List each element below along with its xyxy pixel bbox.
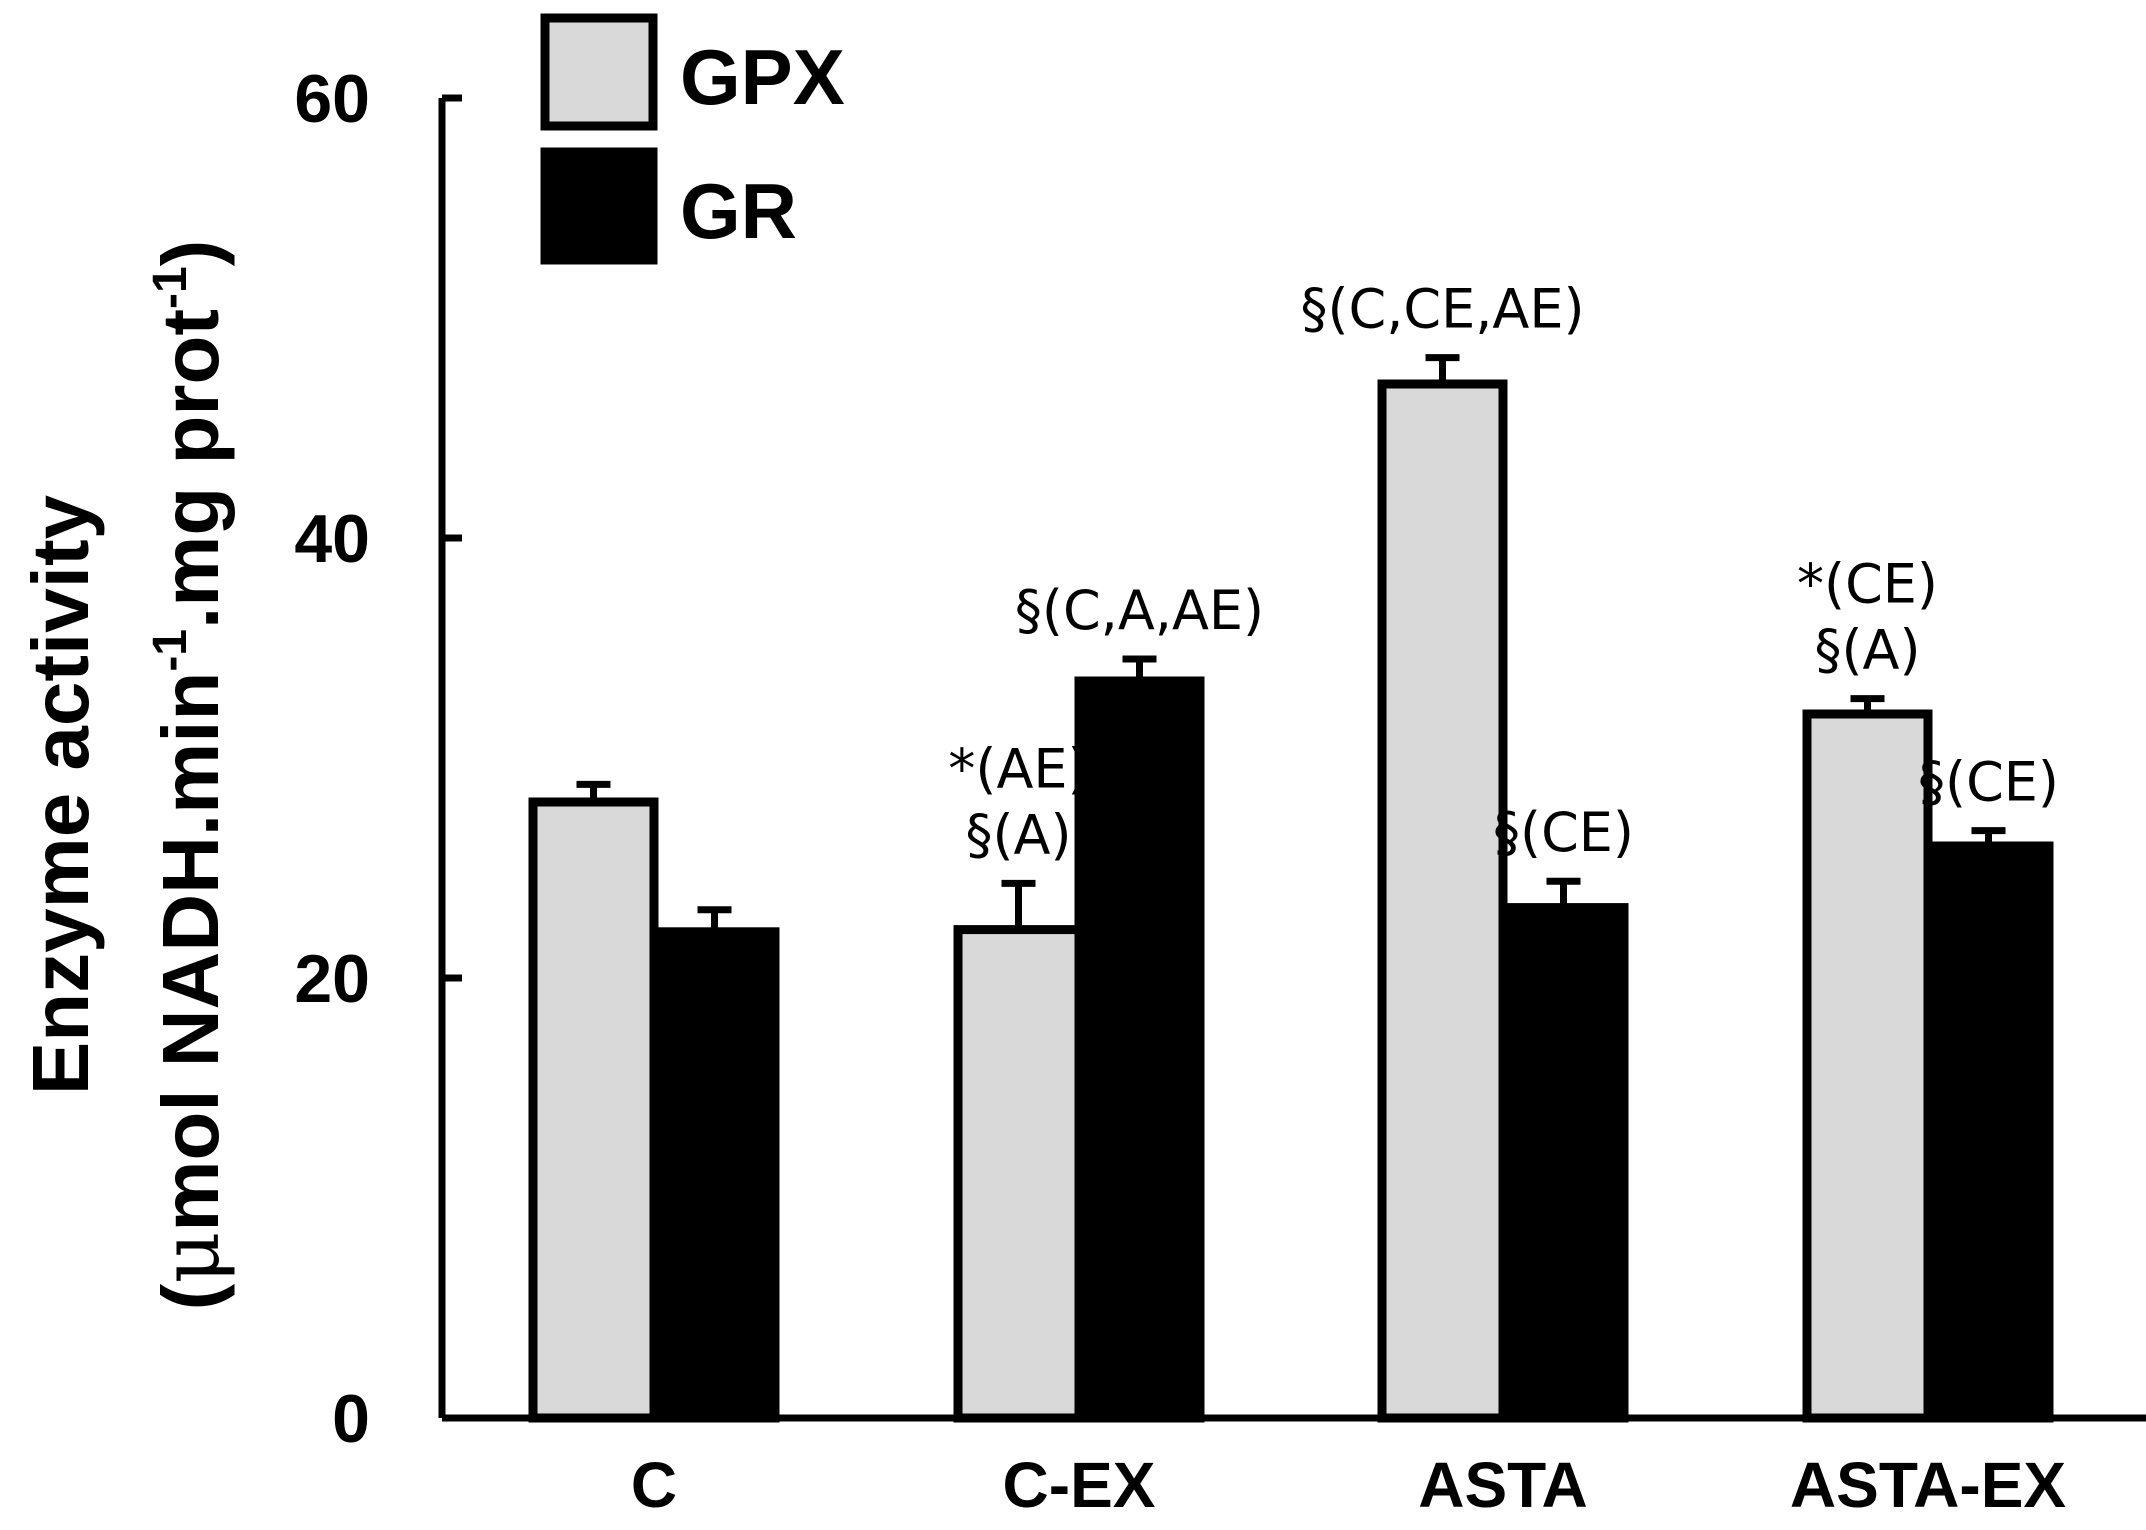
x-tick-label-asta-ex: ASTA-EX [1790,1449,2066,1521]
bar-gpx-asta [1377,379,1508,1423]
annotation-asta-gpx-0: §(C,CE,AE) [1300,278,1584,341]
error-bar-gr-asta-ex [1971,827,2006,846]
annotation-asta-ex-gpx-0: *(CE) [1797,553,1938,616]
legend-label-gr: GR [680,167,797,255]
error-bars-layer [576,354,2006,932]
legend-label-gpx: GPX [680,33,845,121]
error-bar-gpx-c [576,780,611,802]
y-tick-label-60: 60 [294,61,370,137]
svg-text:Enzyme activity: Enzyme activity [16,494,105,1095]
error-bar-gr-asta [1546,877,1581,908]
annotation-asta-ex-gr-0: §(CE) [1918,751,2059,814]
error-bar-gpx-asta [1425,354,1460,384]
x-tick-label-c-ex: C-EX [1003,1449,1156,1521]
y-tick-label-40: 40 [294,501,370,577]
x-tick-label-c: C [631,1449,677,1521]
annotation-c-ex-gpx-0: *(AE) [948,737,1088,800]
error-bar-gr-c [697,906,732,932]
legend-swatch-gpx [540,13,658,131]
legend: GPX GR [540,13,845,265]
annotation-c-ex-gpx-1: §(A) [965,803,1071,866]
y-tick-label-0: 0 [332,1381,370,1457]
annotation-asta-ex-gpx-1: §(A) [1814,619,1920,682]
error-bar-gpx-c-ex [1001,879,1036,930]
y-axis-unit: (μmol NADH.min-1.mg prot-1) [144,240,237,1311]
bar-gpx-asta-ex [1802,709,1933,1423]
bar-gr-asta-ex [1923,841,2054,1423]
error-bar-gr-c-ex [1122,655,1157,681]
annotations-layer: *(AE)§(A)§(C,A,AE)§(C,CE,AE)§(CE)*(CE)§(… [948,278,2059,867]
x-tick-label-asta: ASTA [1418,1449,1587,1521]
axes-layer: 0 20 40 60 [294,61,2146,1457]
bar-gr-c [649,927,780,1423]
y-axis-title: Enzyme activity [16,494,105,1095]
svg-text:(μmol NADH.min-1.mg prot-1): (μmol NADH.min-1.mg prot-1) [144,240,237,1311]
legend-item-gpx: GPX [540,13,845,131]
bars-layer [528,379,2054,1423]
legend-item-gr: GR [540,147,797,265]
axis-labels-layer: C C-EX ASTA ASTA-EX Enzyme activity (μmol NAD… [16,240,2066,1521]
y-tick-label-20: 20 [294,941,370,1017]
bar-gr-c-ex [1074,676,1205,1423]
bar-gpx-c-ex [953,925,1084,1423]
legend-swatch-gr [540,147,658,265]
annotation-asta-gr-0: §(CE) [1493,801,1634,864]
bar-gpx-c [528,797,659,1423]
error-bar-gpx-asta-ex [1850,695,1885,714]
bar-gr-asta [1498,903,1629,1423]
annotation-c-ex-gr-0: §(C,A,AE) [1015,579,1264,642]
